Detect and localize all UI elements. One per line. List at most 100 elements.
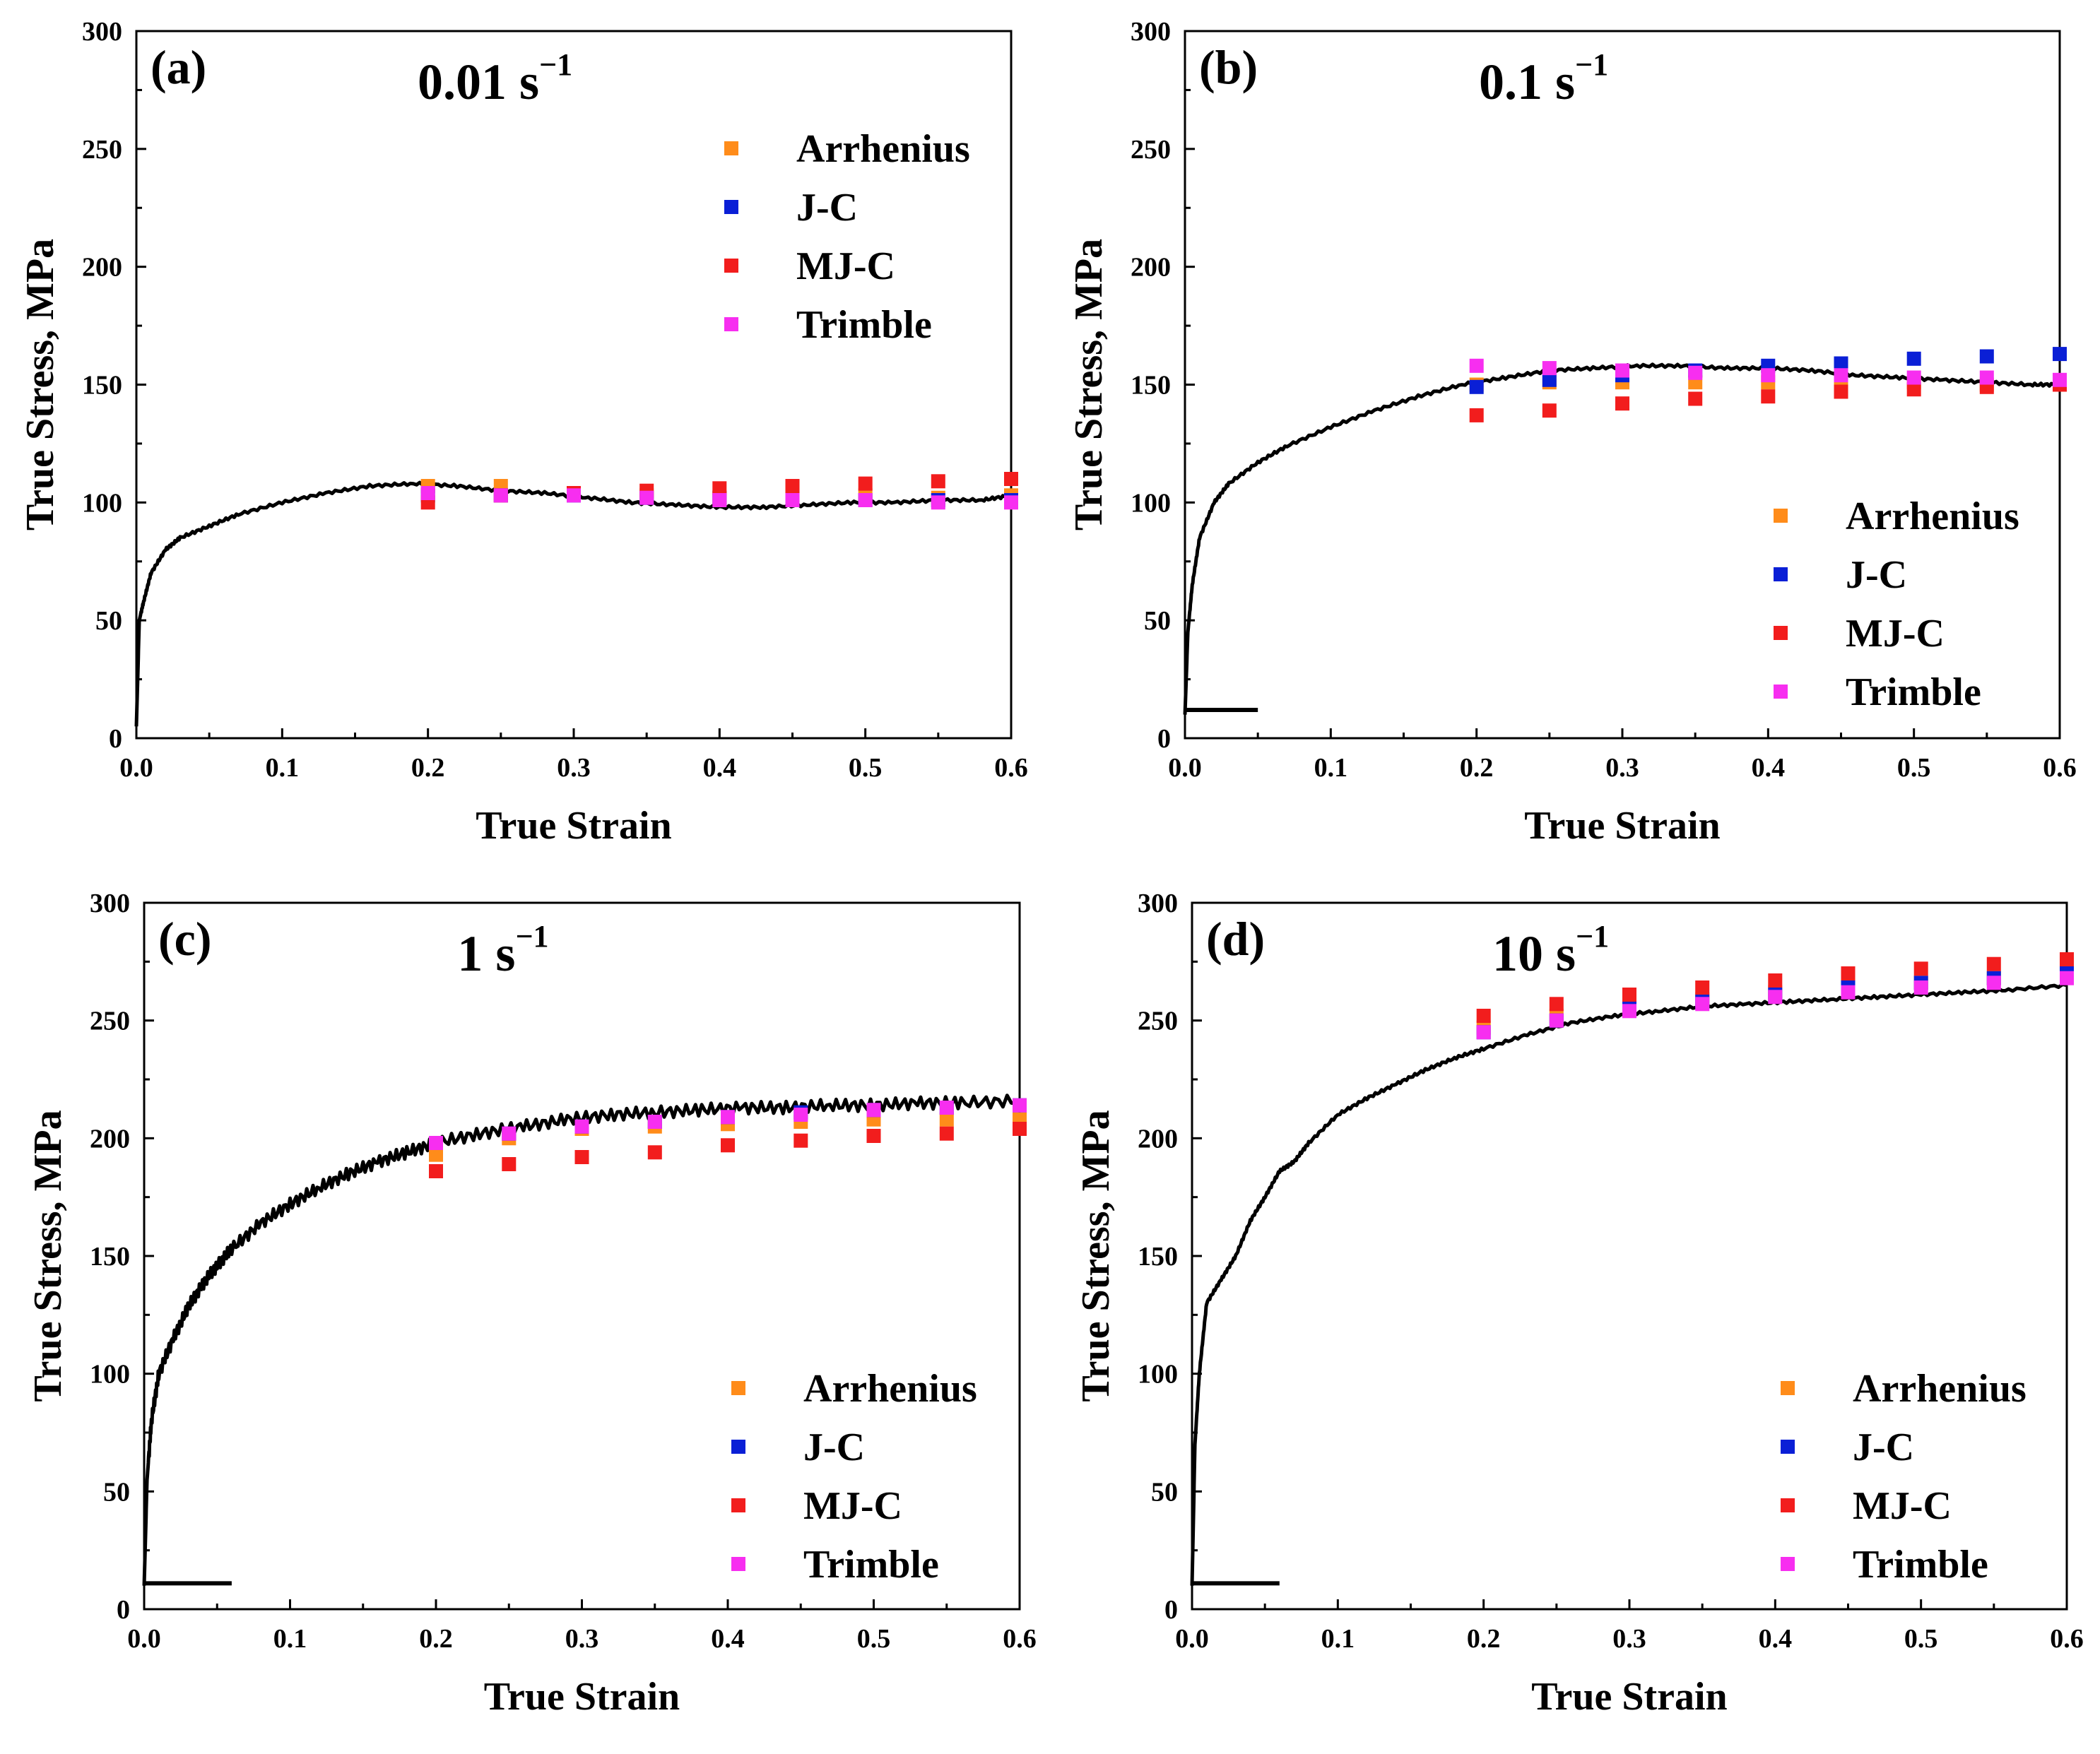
point-trimble <box>2060 971 2074 985</box>
series-mj-c <box>429 1122 1027 1178</box>
strain-rate-exponent: −1 <box>539 47 572 82</box>
point-mj-c <box>721 1138 735 1153</box>
point-trimble <box>429 1136 443 1150</box>
x-tick-label: 0.5 <box>857 1624 891 1654</box>
point-mj-c <box>647 1145 662 1160</box>
y-tick-label: 50 <box>1151 1477 1178 1507</box>
point-trimble <box>1695 997 1710 1012</box>
legend-label-mj-c: MJ-C <box>1846 612 1945 656</box>
legend-marker-trimble <box>1781 1557 1795 1571</box>
y-tick-label: 250 <box>1138 1007 1178 1036</box>
x-tick-label: 0.1 <box>273 1624 307 1654</box>
point-j-c <box>1834 356 1848 371</box>
point-trimble <box>1979 370 1994 385</box>
point-trimble <box>647 1115 662 1129</box>
legend-label-arrhenius: Arrhenius <box>1853 1367 2027 1411</box>
y-tick-label: 250 <box>82 135 122 165</box>
series-mj-c <box>1476 952 2074 1023</box>
point-mj-c <box>1761 389 1776 404</box>
y-tick-label: 200 <box>82 253 122 283</box>
point-mj-c <box>1906 382 1921 397</box>
legend-label-j-c: J-C <box>1846 553 1907 597</box>
legend-marker-mj-c <box>724 259 738 273</box>
strain-rate-exponent: −1 <box>1576 919 1609 954</box>
point-mj-c <box>1841 966 1856 980</box>
x-tick-label: 0.0 <box>1168 753 1202 783</box>
point-j-c <box>1542 372 1557 387</box>
y-tick-label: 50 <box>103 1477 130 1507</box>
y-tick-label: 300 <box>82 17 122 47</box>
x-tick-label: 0.6 <box>2043 753 2077 783</box>
y-tick-label: 300 <box>1131 17 1171 47</box>
x-tick-label: 0.0 <box>127 1624 161 1654</box>
point-mj-c <box>939 1126 954 1141</box>
legend-marker-mj-c <box>1781 1498 1795 1512</box>
strain-rate-title: 10 s−1 <box>1492 919 1609 982</box>
x-tick-label: 0.1 <box>1321 1624 1355 1654</box>
point-j-c <box>1469 379 1484 394</box>
x-axis-label: True Strain <box>1524 804 1720 848</box>
y-tick-label: 200 <box>90 1124 130 1154</box>
point-trimble <box>858 493 873 507</box>
point-mj-c <box>1688 391 1703 406</box>
y-tick-label: 100 <box>90 1360 130 1389</box>
legend-label-arrhenius: Arrhenius <box>1846 494 2019 538</box>
point-mj-c <box>794 1133 808 1148</box>
legend-marker-arrhenius <box>1774 509 1788 523</box>
point-mj-c <box>429 1164 443 1178</box>
point-mj-c <box>1913 961 1928 976</box>
series-trimble <box>429 1098 1027 1150</box>
strain-rate-value: 0.1 s <box>1479 54 1575 110</box>
x-tick-label: 0.4 <box>711 1624 745 1654</box>
x-tick-label: 0.2 <box>411 753 445 783</box>
legend-marker-arrhenius <box>724 141 738 155</box>
x-tick-label: 0.3 <box>1612 1624 1646 1654</box>
point-trimble <box>794 1108 808 1122</box>
x-axis-label: True Strain <box>476 804 671 848</box>
legend-label-trimble: Trimble <box>803 1543 939 1587</box>
y-tick-label: 150 <box>1138 1242 1178 1272</box>
x-axis-label: True Strain <box>1531 1675 1727 1719</box>
strain-rate-title: 1 s−1 <box>457 919 548 982</box>
x-tick-label: 0.5 <box>1897 753 1931 783</box>
point-trimble <box>1834 368 1848 383</box>
x-tick-label: 0.5 <box>849 753 883 783</box>
chart-panel-d: 0.0 0.1 0.2 0.3 0.4 0.5 0.6 0 50 100 150 200 250 300 T… <box>1074 889 2084 1719</box>
x-tick-label: 0.0 <box>119 753 153 783</box>
x-tick-label: 0.5 <box>1904 1624 1938 1654</box>
legend-marker-j-c <box>724 200 738 214</box>
x-tick-label: 0.3 <box>1605 753 1639 783</box>
y-axis-label: True Stress, MPa <box>26 1110 70 1402</box>
legend-marker-trimble <box>731 1557 745 1571</box>
point-trimble <box>639 490 654 505</box>
x-axis-label: True Strain <box>484 1675 680 1719</box>
x-tick-label: 0.6 <box>2050 1624 2084 1654</box>
point-j-c <box>1906 351 1921 366</box>
point-mj-c <box>1476 1009 1491 1023</box>
x-tick-label: 0.3 <box>565 1624 599 1654</box>
point-trimble <box>1542 361 1557 376</box>
y-axis-label: True Stress, MPa <box>18 239 62 531</box>
legend-marker-j-c <box>1774 567 1788 581</box>
strain-rate-title: 0.1 s−1 <box>1479 47 1608 110</box>
legend-marker-mj-c <box>1774 626 1788 640</box>
x-tick-label: 0.1 <box>1314 753 1348 783</box>
legend-marker-j-c <box>1781 1440 1795 1454</box>
y-tick-label: 150 <box>82 371 122 401</box>
point-trimble <box>1768 990 1783 1005</box>
legend: Arrhenius J-C MJ-C Trimble <box>1774 494 2019 714</box>
y-tick-label: 200 <box>1131 253 1171 283</box>
series-trimble <box>1476 971 2074 1040</box>
x-tick-label: 0.1 <box>266 753 300 783</box>
point-trimble <box>1841 985 1856 1000</box>
point-trimble <box>1549 1013 1564 1028</box>
point-mj-c <box>785 479 800 493</box>
point-trimble <box>1622 1004 1636 1019</box>
legend-marker-mj-c <box>731 1498 745 1512</box>
experimental-curve <box>134 480 1013 727</box>
strain-rate-value: 0.01 s <box>418 54 539 110</box>
legend-marker-arrhenius <box>731 1381 745 1395</box>
y-tick-label: 300 <box>1138 889 1178 918</box>
point-trimble <box>1013 1098 1027 1113</box>
point-trimble <box>2053 372 2067 387</box>
